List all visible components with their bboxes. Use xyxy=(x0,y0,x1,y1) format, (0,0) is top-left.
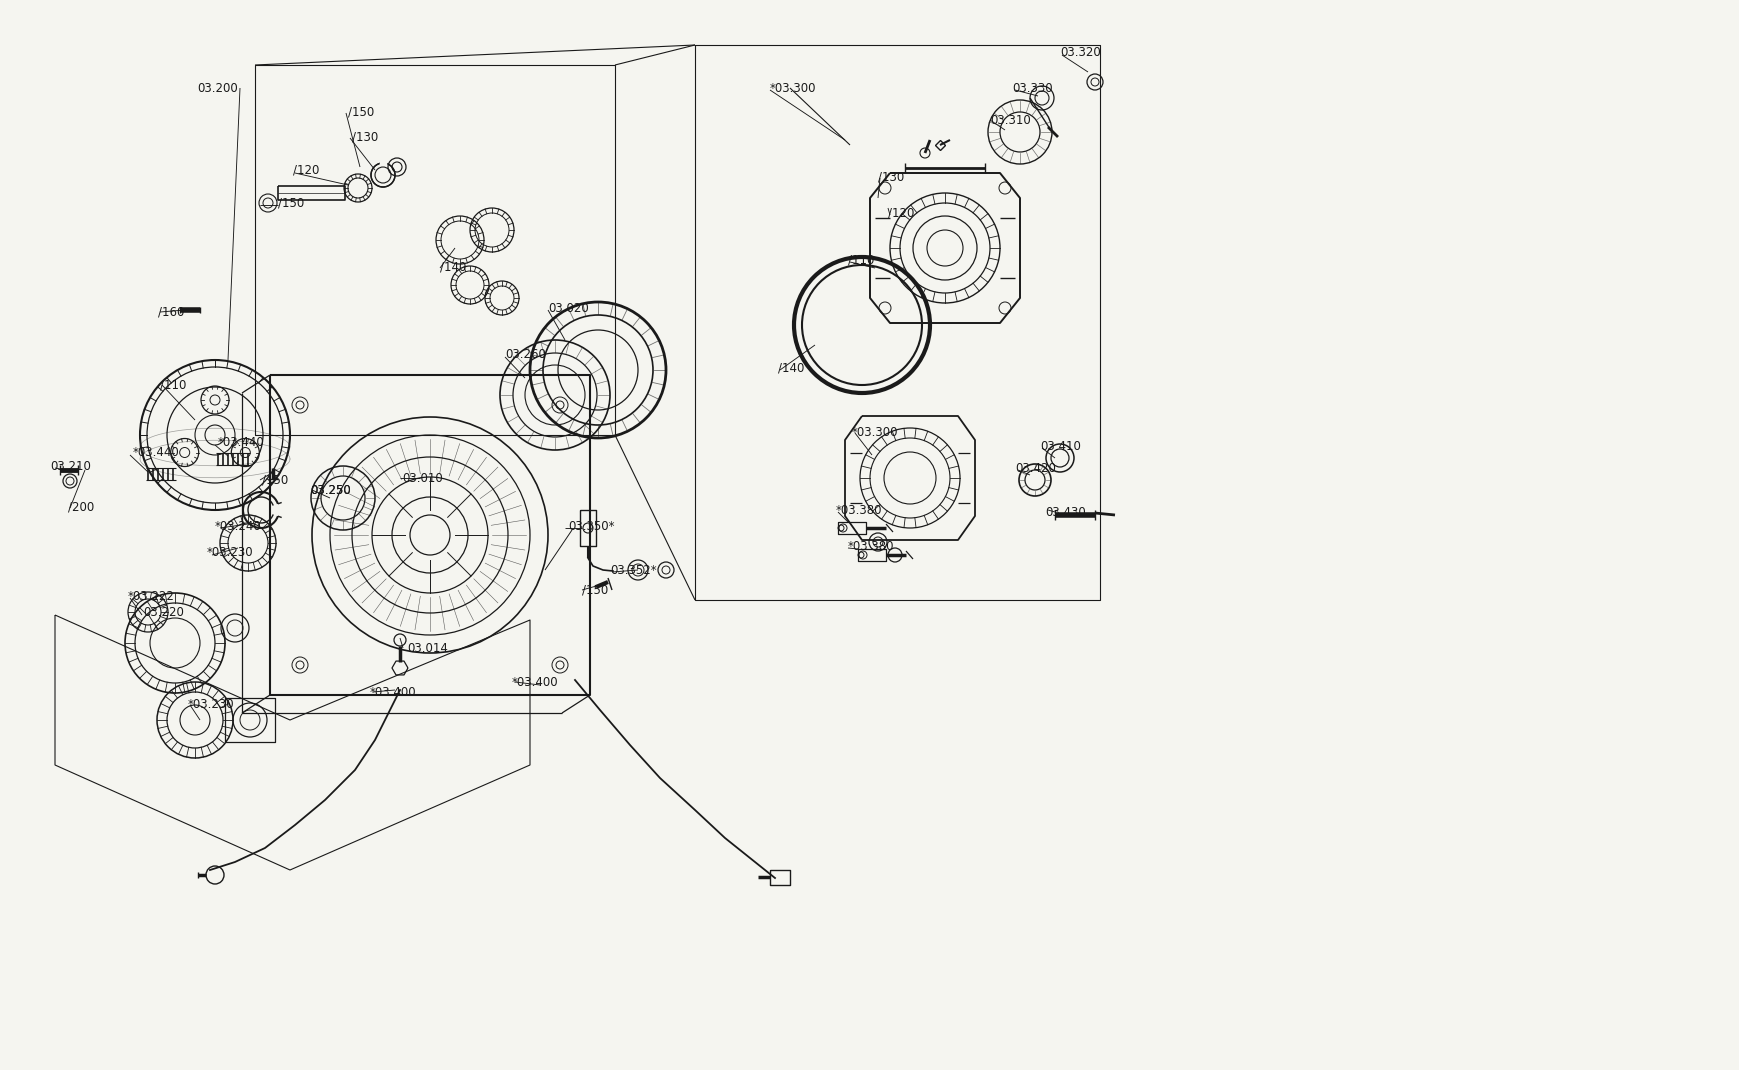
Text: *03.222: *03.222 xyxy=(129,591,176,603)
Text: *03.440: *03.440 xyxy=(132,446,179,459)
Text: 03.352*: 03.352* xyxy=(610,564,656,577)
Text: 03.330: 03.330 xyxy=(1012,81,1052,94)
Text: 03.250: 03.250 xyxy=(310,484,351,496)
Text: *03.230: *03.230 xyxy=(188,699,235,712)
Text: 03.010: 03.010 xyxy=(402,472,442,485)
Text: 03.420: 03.420 xyxy=(1014,461,1056,474)
Text: 03.350*: 03.350* xyxy=(567,520,614,534)
Text: /160: /160 xyxy=(158,306,184,319)
Text: *03.300: *03.300 xyxy=(770,81,816,94)
Text: /140: /140 xyxy=(777,362,803,374)
Text: 03.430: 03.430 xyxy=(1045,505,1085,519)
Text: 03.250: 03.250 xyxy=(310,484,351,496)
Text: 03.210: 03.210 xyxy=(50,459,90,473)
Text: /150: /150 xyxy=(263,474,289,487)
Text: 03.014: 03.014 xyxy=(407,642,447,655)
Text: 03.020: 03.020 xyxy=(548,302,588,315)
Text: /200: /200 xyxy=(68,501,94,514)
Text: /150: /150 xyxy=(348,106,374,119)
Text: *03.230: *03.230 xyxy=(207,547,254,560)
Text: /140: /140 xyxy=(440,260,466,274)
Text: /150: /150 xyxy=(278,197,304,210)
Text: /110: /110 xyxy=(160,379,186,392)
Text: /130: /130 xyxy=(351,131,377,143)
Text: *03.380: *03.380 xyxy=(835,504,882,517)
Text: /110: /110 xyxy=(847,254,875,266)
Text: 03.410: 03.410 xyxy=(1040,440,1080,453)
Text: *03.440: *03.440 xyxy=(217,437,264,449)
Text: 03.200: 03.200 xyxy=(197,81,238,94)
Text: /120: /120 xyxy=(887,207,915,219)
Text: /130: /130 xyxy=(878,170,904,183)
Text: *03.240: *03.240 xyxy=(216,520,261,534)
Text: /120: /120 xyxy=(292,164,320,177)
Text: *03.400: *03.400 xyxy=(370,686,416,699)
Text: 03.220: 03.220 xyxy=(143,607,184,620)
Text: *03.400: *03.400 xyxy=(511,675,558,688)
Text: *03.380: *03.380 xyxy=(847,539,894,552)
Text: 03.310: 03.310 xyxy=(989,113,1029,126)
Text: 03.320: 03.320 xyxy=(1059,46,1101,59)
Text: 03.260: 03.260 xyxy=(504,349,546,362)
Text: /150: /150 xyxy=(581,583,609,596)
Text: *03.300: *03.300 xyxy=(852,426,897,439)
